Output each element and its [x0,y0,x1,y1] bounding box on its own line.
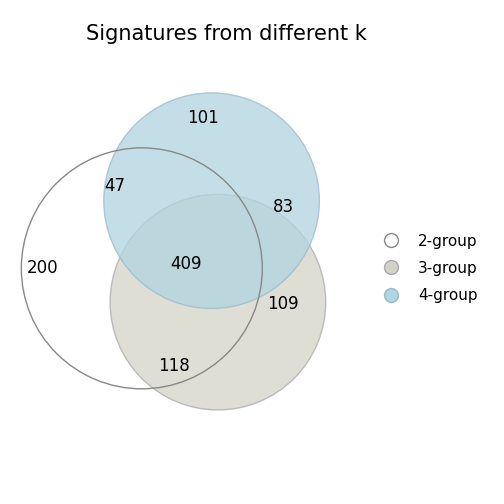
Text: 101: 101 [187,109,219,128]
Text: 118: 118 [158,356,190,374]
Title: Signatures from different k: Signatures from different k [86,24,367,44]
Text: 47: 47 [104,177,125,195]
Legend: 2-group, 3-group, 4-group: 2-group, 3-group, 4-group [369,227,484,309]
Text: 83: 83 [273,198,294,216]
Text: 200: 200 [27,260,58,277]
Text: 109: 109 [268,295,299,313]
Circle shape [110,195,326,410]
Text: 409: 409 [170,255,202,273]
Circle shape [104,93,320,308]
